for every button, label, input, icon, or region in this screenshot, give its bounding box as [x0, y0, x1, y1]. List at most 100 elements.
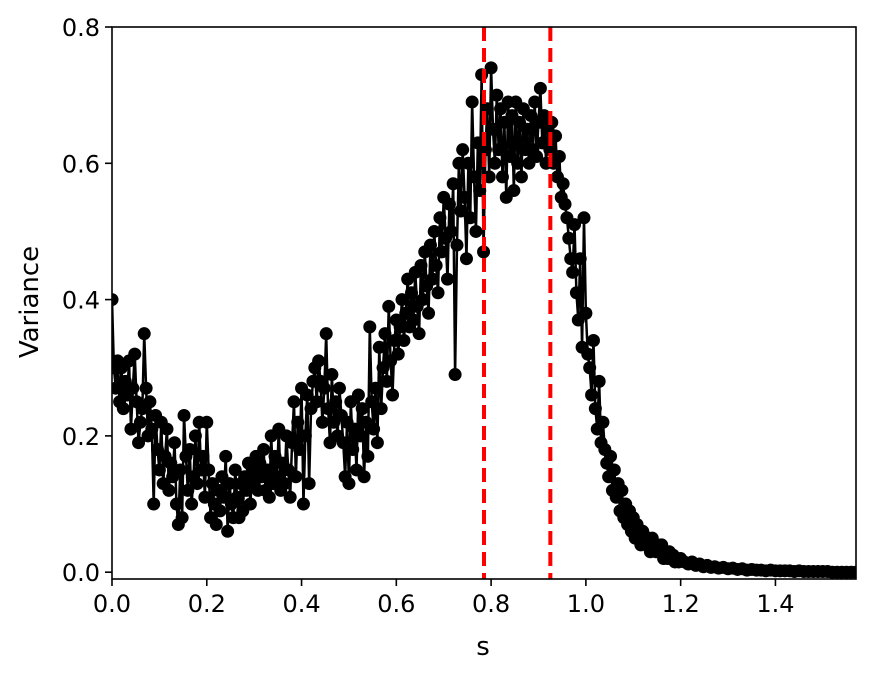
- data-point: [353, 429, 367, 443]
- data-point: [260, 463, 274, 477]
- data-point: [405, 286, 418, 300]
- data-point: [459, 252, 473, 266]
- data-point: [185, 497, 199, 511]
- data-point: [386, 388, 400, 402]
- data-point: [164, 456, 178, 470]
- data-point: [484, 61, 498, 75]
- data-point: [431, 286, 445, 300]
- x-tick-label: 1.2: [662, 590, 700, 618]
- data-point: [585, 388, 599, 402]
- data-point: [198, 490, 212, 504]
- data-point: [200, 415, 214, 429]
- data-point: [577, 211, 591, 225]
- data-point: [514, 170, 528, 184]
- data-point: [492, 143, 506, 157]
- data-point: [467, 170, 481, 184]
- data-point: [374, 402, 388, 416]
- data-point: [380, 374, 394, 388]
- data-point: [495, 170, 509, 184]
- data-point: [329, 395, 343, 409]
- data-point: [228, 463, 242, 477]
- data-point: [583, 361, 597, 375]
- data-point: [361, 449, 375, 463]
- data-point: [365, 395, 379, 409]
- data-point: [588, 402, 602, 416]
- data-point: [355, 402, 369, 416]
- data-point: [486, 122, 500, 136]
- x-tick-label: 0.2: [188, 590, 226, 618]
- data-point: [477, 245, 491, 259]
- data-point: [465, 95, 479, 109]
- data-point: [202, 463, 216, 477]
- data-point: [116, 402, 130, 416]
- data-point: [435, 245, 449, 259]
- data-point: [302, 477, 316, 491]
- data-point: [433, 211, 447, 225]
- data-point: [317, 381, 331, 395]
- data-point: [124, 422, 138, 436]
- data-point: [452, 156, 466, 170]
- data-point: [310, 395, 324, 409]
- data-point: [478, 143, 492, 157]
- plot-frame: [111, 26, 857, 580]
- data-point: [342, 477, 356, 491]
- data-point: [406, 313, 420, 327]
- data-point: [397, 333, 411, 347]
- y-tick-label: 0.2: [62, 423, 100, 451]
- data-point: [427, 224, 441, 238]
- data-point: [370, 436, 384, 450]
- data-point: [181, 483, 195, 497]
- x-tick-label: 0.4: [282, 590, 320, 618]
- data-point: [368, 381, 382, 395]
- data-point: [223, 477, 237, 491]
- data-point: [230, 490, 244, 504]
- data-point: [367, 422, 381, 436]
- plot-layer: [112, 27, 856, 579]
- data-point: [579, 306, 593, 320]
- data-point: [558, 197, 572, 211]
- data-point: [128, 347, 142, 361]
- data-point: [291, 415, 305, 429]
- data-point: [607, 463, 621, 477]
- data-point: [147, 497, 161, 511]
- data-point: [569, 286, 583, 300]
- data-point: [152, 463, 166, 477]
- data-point: [363, 320, 377, 334]
- x-tick-label: 1.4: [756, 590, 794, 618]
- data-point: [586, 333, 600, 347]
- x-tick-label: 0.8: [472, 590, 510, 618]
- data-point: [564, 252, 578, 266]
- data-point: [277, 477, 291, 491]
- data-point: [300, 388, 314, 402]
- data-point: [573, 252, 587, 266]
- data-point: [319, 327, 333, 341]
- data-point: [133, 415, 147, 429]
- axes-layer: 0.0 0.2 0.4 0.6 0.8 1.0 1.2 1.4 0.0 0.2 0.4 0.6 0.8: [62, 14, 857, 618]
- y-tick-label: 0.6: [62, 150, 100, 178]
- data-point: [454, 204, 468, 218]
- data-point: [298, 429, 312, 443]
- data-point: [596, 415, 610, 429]
- data-point: [469, 224, 483, 238]
- x-tick-label: 1.0: [567, 590, 605, 618]
- data-point: [566, 265, 580, 279]
- data-point: [393, 320, 407, 334]
- data-point: [160, 422, 174, 436]
- data-point: [446, 177, 460, 191]
- data-point: [287, 395, 301, 409]
- data-point: [429, 259, 443, 273]
- x-axis-label: s: [476, 632, 490, 662]
- data-point: [336, 436, 350, 450]
- data-point: [391, 347, 405, 361]
- data-point: [325, 368, 339, 382]
- data-point: [243, 497, 257, 511]
- data-point: [139, 381, 153, 395]
- plot-area: [112, 27, 856, 579]
- data-point: [312, 354, 326, 368]
- data-point: [463, 211, 477, 225]
- data-point: [568, 218, 582, 232]
- data-point: [296, 497, 310, 511]
- y-tick-label: 0.4: [62, 287, 100, 315]
